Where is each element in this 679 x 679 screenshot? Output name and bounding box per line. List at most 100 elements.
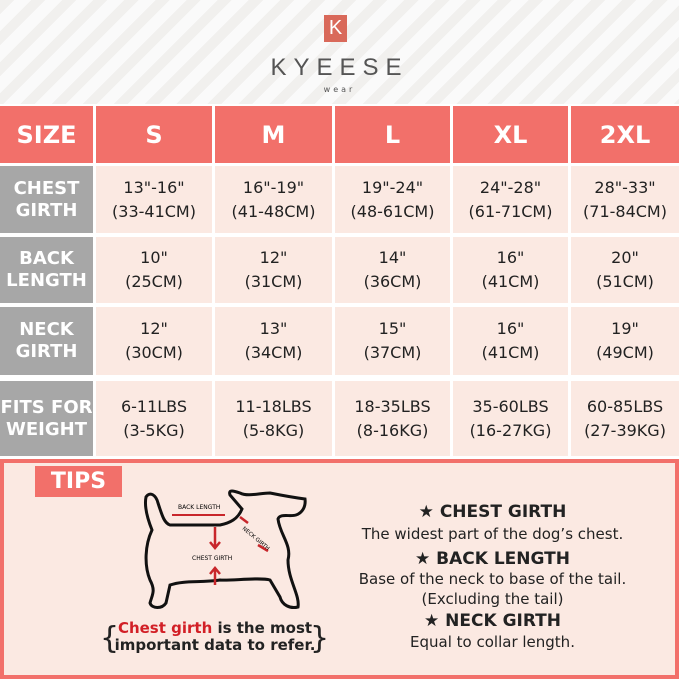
cell-text: 15" (378, 319, 407, 338)
header-size-xl: XL (453, 106, 568, 163)
cell-text: (33-41CM) (112, 201, 196, 221)
cell-text: 12" (140, 319, 168, 338)
cell-text: 14" (378, 248, 407, 267)
cell-text: (34CM) (244, 343, 303, 362)
table-cell: 18-35LBS (8-16KG) (335, 381, 450, 456)
cell-text: (48-61CM) (350, 201, 435, 221)
cell-text: 28"-33" (594, 177, 656, 197)
cell-text: 19"-24" (361, 177, 424, 197)
cell-text: 24"-28" (479, 177, 542, 197)
cell-text: (37CM) (363, 343, 422, 362)
cell-text: SIZE (16, 120, 77, 149)
cell-text: 6-11LBS (120, 396, 188, 416)
cell-text: NECK (19, 319, 74, 340)
cell-text: 16" (496, 319, 525, 338)
cell-text: (41-48CM) (231, 201, 316, 221)
cell-text: (51CM) (596, 272, 654, 291)
cell-text: BACK (19, 248, 74, 269)
cell-text: (49CM) (596, 343, 654, 362)
cell-text: L (384, 120, 401, 149)
cell-text: XL (493, 120, 528, 149)
table-cell: 20" (51CM) (571, 237, 679, 303)
row-label: NECK GIRTH (0, 307, 93, 375)
cell-text: 12" (259, 248, 288, 267)
table-cell: 14" (36CM) (335, 237, 450, 303)
tip-desc-chest-girth: The widest part of the dog’s chest. (361, 525, 624, 543)
left-brace: { (100, 621, 120, 656)
tip-title-chest-girth: ★ CHEST GIRTH (418, 502, 567, 522)
right-brace: } (310, 621, 330, 656)
cell-text: (30CM) (125, 343, 183, 362)
brand-sub: wear (323, 85, 356, 94)
header-size-label: SIZE (0, 106, 93, 163)
diagram-label-chest-girth: CHEST GIRTH (192, 555, 232, 562)
tip-desc-back-length: Base of the neck to base of the tail. (358, 570, 627, 588)
dog-diagram: BACK LENGTH NECK GIRTH CHEST GIRTH (144, 489, 307, 609)
cell-text: 16"-19" (242, 177, 305, 197)
cell-text: 60-85LBS (586, 396, 664, 416)
cell-text: (16-27KG) (469, 420, 552, 440)
brand-logo: K (324, 15, 347, 42)
row-label: BACK LENGTH (0, 237, 93, 303)
diagram-label-back-length: BACK LENGTH (178, 504, 220, 511)
tip-title-neck-girth: ★ NECK GIRTH (423, 611, 561, 631)
cell-text: (71-84CM) (583, 201, 667, 221)
table-cell: 35-60LBS (16-27KG) (453, 381, 568, 456)
cell-text: (25CM) (125, 272, 183, 291)
table-cell: 28"-33" (71-84CM) (571, 166, 679, 233)
table-cell: 10" (25CM) (96, 237, 212, 303)
cell-text: (61-71CM) (468, 201, 553, 221)
cell-text: LENGTH (6, 270, 87, 291)
table-cell: 16" (41CM) (453, 307, 568, 375)
tips-panel (0, 459, 679, 679)
table-cell: 24"-28" (61-71CM) (453, 166, 568, 233)
tip-desc-neck-girth: Equal to collar length. (410, 633, 575, 651)
table-cell: 60-85LBS (27-39KG) (571, 381, 679, 456)
table-cell: 13" (34CM) (215, 307, 332, 375)
header-size-m: M (215, 106, 332, 163)
cell-text: GIRTH (15, 199, 78, 221)
cell-text: WEIGHT (6, 418, 87, 440)
tip-title-back-length: ★ BACK LENGTH (414, 549, 570, 569)
cell-text: (8-16KG) (356, 420, 429, 440)
cell-text: (5-8KG) (242, 420, 305, 440)
cell-text: CHEST (13, 177, 80, 199)
header-size-l: L (335, 106, 450, 163)
cell-text: (3-5KG) (123, 420, 185, 440)
diagram-label-neck-girth: NECK GIRTH (241, 526, 271, 552)
header-size-2xl: 2XL (571, 106, 679, 163)
cell-text: (27-39KG) (584, 420, 666, 440)
table-cell: 13"-16" (33-41CM) (96, 166, 212, 233)
table-cell: 12" (30CM) (96, 307, 212, 375)
cell-text: (31CM) (244, 272, 303, 291)
cell-text: S (145, 120, 163, 149)
table-cell: 16" (41CM) (453, 237, 568, 303)
table-cell: 19" (49CM) (571, 307, 679, 375)
cell-text: 13"-16" (123, 177, 185, 197)
cell-text: 35-60LBS (472, 396, 549, 416)
table-cell: 15" (37CM) (335, 307, 450, 375)
cell-text: 10" (140, 248, 168, 267)
cell-text: 19" (611, 319, 639, 338)
table-cell: 12" (31CM) (215, 237, 332, 303)
header-size-s: S (96, 106, 212, 163)
cell-text: GIRTH (15, 341, 78, 362)
cell-text: 20" (611, 248, 639, 267)
tip-desc-back-length-note: (Excluding the tail) (421, 590, 564, 608)
table-cell: 19"-24" (48-61CM) (335, 166, 450, 233)
table-cell: 16"-19" (41-48CM) (215, 166, 332, 233)
cell-text: (36CM) (363, 272, 422, 291)
chest-girth-note: Chest girth is the most important data t… (114, 619, 316, 654)
table-cell: 6-11LBS (3-5KG) (96, 381, 212, 456)
cell-text: (41CM) (481, 343, 540, 362)
cell-text: 13" (259, 319, 288, 338)
cell-text: (41CM) (481, 272, 540, 291)
row-label: FITS FOR WEIGHT (0, 381, 93, 456)
tips-badge: TIPS (35, 466, 122, 497)
row-label: CHEST GIRTH (0, 166, 93, 233)
cell-text: FITS FOR (0, 396, 93, 418)
cell-text: M (261, 120, 286, 149)
cell-text: 18-35LBS (354, 396, 431, 416)
cell-text: 2XL (599, 120, 651, 149)
brand-name: KYEESE (270, 54, 409, 81)
